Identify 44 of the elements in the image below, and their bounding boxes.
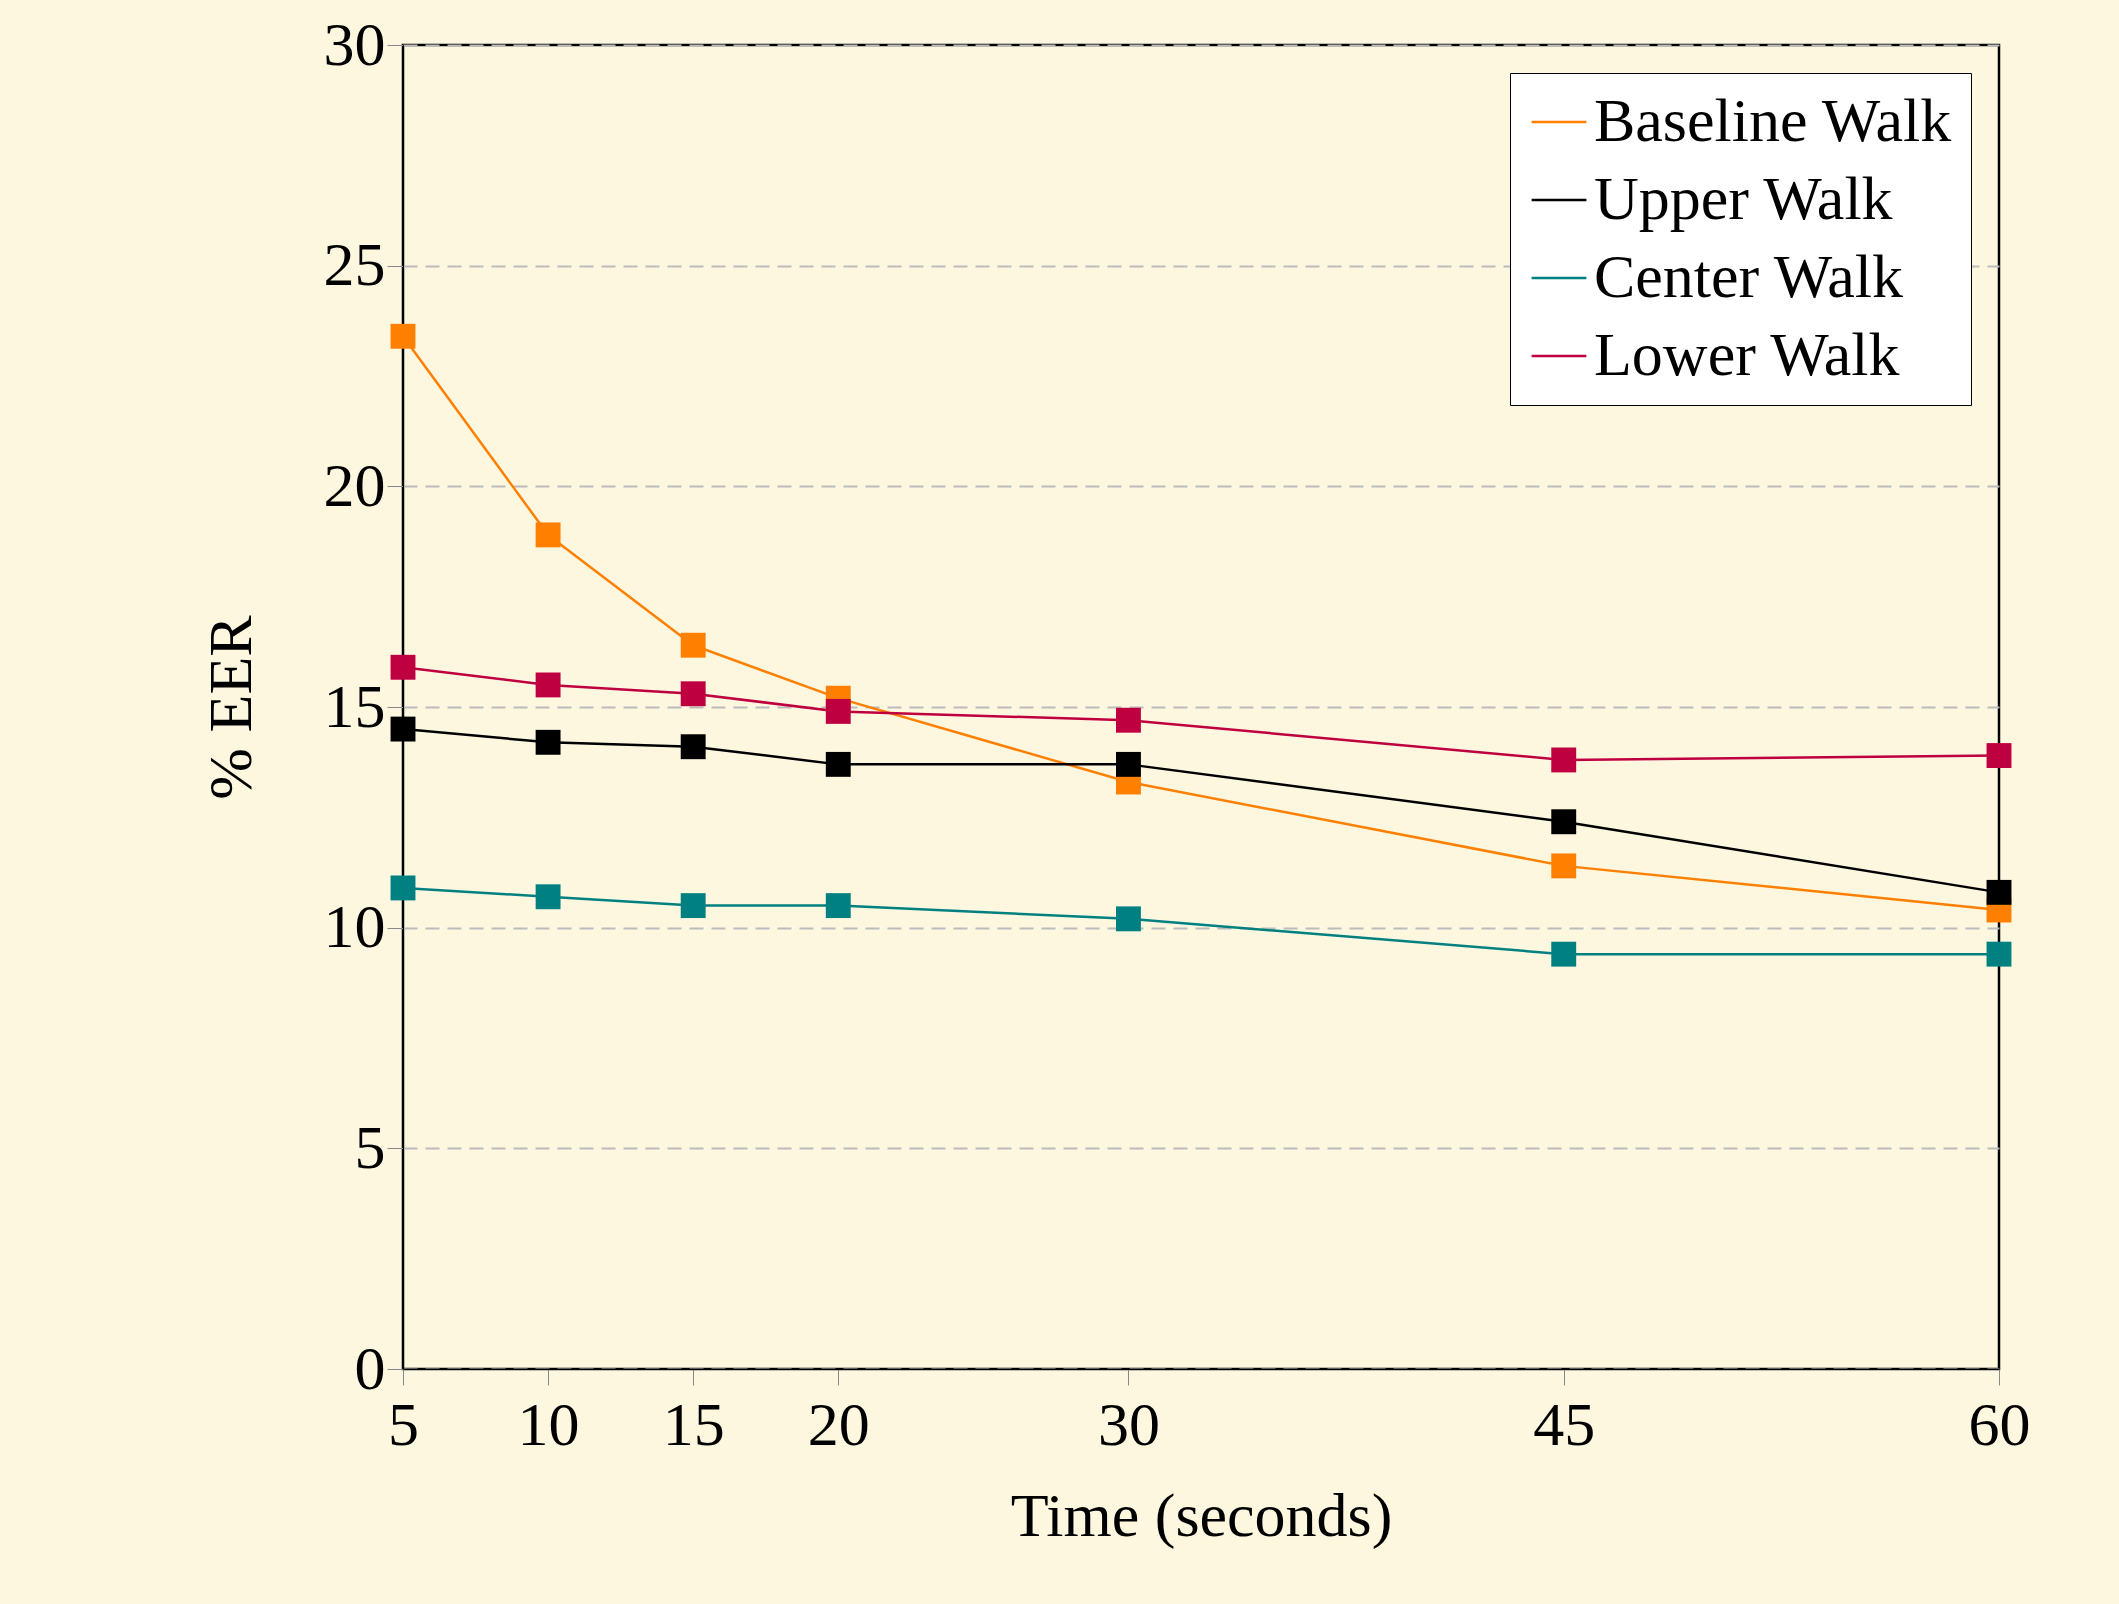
legend-label: Upper Walk bbox=[1594, 164, 1893, 232]
point bbox=[680, 734, 706, 760]
point bbox=[1986, 879, 2012, 905]
y-tick-label: 15 bbox=[323, 671, 386, 740]
point bbox=[680, 681, 706, 707]
legend-label: Baseline Walk bbox=[1594, 86, 1952, 154]
y-tick-label: 30 bbox=[323, 9, 386, 78]
x-tick-label: 30 bbox=[1097, 1389, 1160, 1458]
point bbox=[1116, 906, 1141, 932]
x-axis-title: Time (seconds) bbox=[1010, 1480, 1393, 1550]
legend-label: Lower Walk bbox=[1594, 320, 1900, 388]
point bbox=[825, 893, 851, 919]
point bbox=[1551, 809, 1577, 835]
point bbox=[1986, 743, 2012, 768]
y-tick-label: 0 bbox=[354, 1333, 386, 1402]
point bbox=[535, 672, 561, 698]
x-tick-label: 20 bbox=[807, 1389, 870, 1458]
point bbox=[680, 893, 706, 919]
y-tick-label: 10 bbox=[323, 892, 386, 961]
point bbox=[1116, 707, 1141, 733]
point bbox=[390, 875, 416, 901]
point bbox=[825, 751, 851, 777]
x-tick-label: 15 bbox=[662, 1389, 725, 1458]
y-tick-label: 5 bbox=[354, 1112, 386, 1181]
x-tick-label: 10 bbox=[517, 1389, 580, 1458]
point bbox=[390, 654, 416, 680]
point bbox=[535, 522, 561, 548]
point bbox=[535, 884, 561, 910]
point bbox=[680, 632, 706, 658]
x-tick-label: 45 bbox=[1533, 1389, 1596, 1458]
y-tick-label: 25 bbox=[323, 230, 386, 299]
x-tick-label: 60 bbox=[1968, 1389, 2031, 1458]
y-axis-title: % EER bbox=[195, 614, 264, 800]
y-tick-label: 20 bbox=[323, 450, 386, 519]
point bbox=[390, 323, 416, 349]
point bbox=[1116, 751, 1141, 777]
point bbox=[825, 698, 851, 724]
point bbox=[1986, 941, 2012, 967]
legend-label: Center Walk bbox=[1594, 242, 1903, 310]
point bbox=[1551, 941, 1577, 967]
point bbox=[390, 716, 416, 742]
point bbox=[1551, 853, 1577, 879]
point bbox=[1551, 747, 1577, 773]
point bbox=[535, 729, 561, 755]
